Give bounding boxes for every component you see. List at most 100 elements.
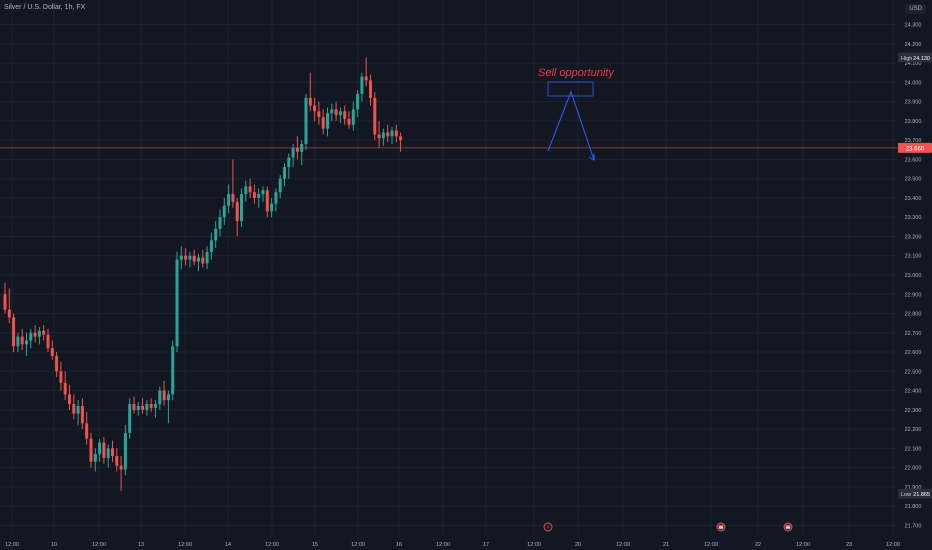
candle [158,386,162,410]
time-tick-label: 13 [138,542,144,548]
candle [16,332,20,353]
candle [25,332,28,356]
candle [326,107,329,137]
candle [278,174,282,198]
candle-body [214,228,218,241]
candle-body [244,186,248,195]
candle-body [201,257,205,264]
low-badge-label: Low [901,492,911,498]
candle-body [76,405,80,414]
candle [351,101,355,131]
candle [59,361,63,391]
candle-body [192,255,196,262]
candle [12,313,16,353]
candle [356,90,360,118]
candle-body [343,111,347,119]
candle-body [330,109,334,114]
candle [175,251,179,353]
candle [218,209,222,237]
candle [42,325,46,341]
high-badge-label: High [901,56,912,62]
user-drawings[interactable]: Sell opportunity [538,67,615,161]
candle [162,380,166,406]
last-price-badge [898,142,932,153]
candle-body [175,259,179,347]
candle-body [377,134,381,139]
candle [338,107,342,123]
high-badge [898,52,932,63]
candle-body [115,456,119,466]
candle [119,456,123,491]
price-tick-label: 24.300 [905,23,922,29]
candle [304,93,308,150]
candle [283,163,286,187]
high-badge-value: 24.130 [913,56,930,62]
candle [209,232,213,260]
candle-body [313,105,317,112]
candle-body [162,390,166,401]
flash-event-icon[interactable] [543,522,553,532]
candle [373,92,377,141]
candle-body [89,438,93,462]
candle [244,180,248,202]
candle-body [154,404,157,408]
price-tick-label: 23.300 [905,215,922,221]
candle [261,186,265,202]
candle-body [149,404,153,408]
candle [369,74,372,106]
time-tick-label: 12:00 [178,542,192,548]
time-tick-label: 12:00 [5,542,19,548]
candle [3,282,7,314]
projection-path[interactable] [547,90,595,161]
candle [20,328,24,351]
candle [93,448,97,472]
low-badge [898,488,932,499]
time-tick-label: 12:00 [265,542,279,548]
candle [300,140,304,166]
time-axis[interactable]: 12:00 10 12:00 13 12:00 14 12:00 15 12:00 16 12:00… [5,542,900,548]
price-tick-label: 23.600 [905,157,922,163]
candle-body [179,255,183,260]
candle [390,126,394,145]
candle-body [356,93,360,110]
candle [291,144,295,168]
price-tick-label: 22.500 [905,369,922,375]
candle-body [257,194,261,198]
flag-icon [718,525,724,529]
price-tick-label: 22.900 [905,292,922,298]
candle [399,132,403,152]
price-axis[interactable]: 24.300 24.200 24.100 24.000 23.900 23.800 23.7… [898,23,932,530]
candle-body [308,97,312,106]
candle-body [29,332,33,341]
price-tick-label: 24.000 [905,80,922,86]
price-tick-label: 23.900 [905,100,922,106]
sell-opportunity-label[interactable]: Sell opportunity [538,67,615,79]
price-tick-label: 23.800 [905,119,922,125]
candle [252,184,256,204]
price-tick-label: 22.200 [905,427,922,433]
price-tick-label: 21.700 [905,523,922,529]
event-markers[interactable] [543,522,793,532]
annotation-box[interactable] [547,81,594,97]
time-tick-label: 23 [846,542,852,548]
time-tick-label: 17 [483,542,489,548]
candle-body [7,309,11,318]
candle [50,340,54,360]
candle [145,400,149,416]
candle [7,288,11,324]
price-tick-label: 21.900 [905,485,922,491]
candle-body [68,394,71,405]
symbol-title[interactable]: Silver / U.S. Dollar, 1h, FX [4,4,86,11]
candle-body [197,257,200,262]
currency-badge[interactable]: USD [905,4,926,14]
candle [171,340,175,401]
candle-body [141,405,145,410]
candle [72,394,76,420]
flag-icon [785,525,791,529]
time-tick-label: 10 [51,542,57,548]
candle-body [136,405,140,410]
candle-body [205,251,209,264]
candle-body [304,97,308,145]
